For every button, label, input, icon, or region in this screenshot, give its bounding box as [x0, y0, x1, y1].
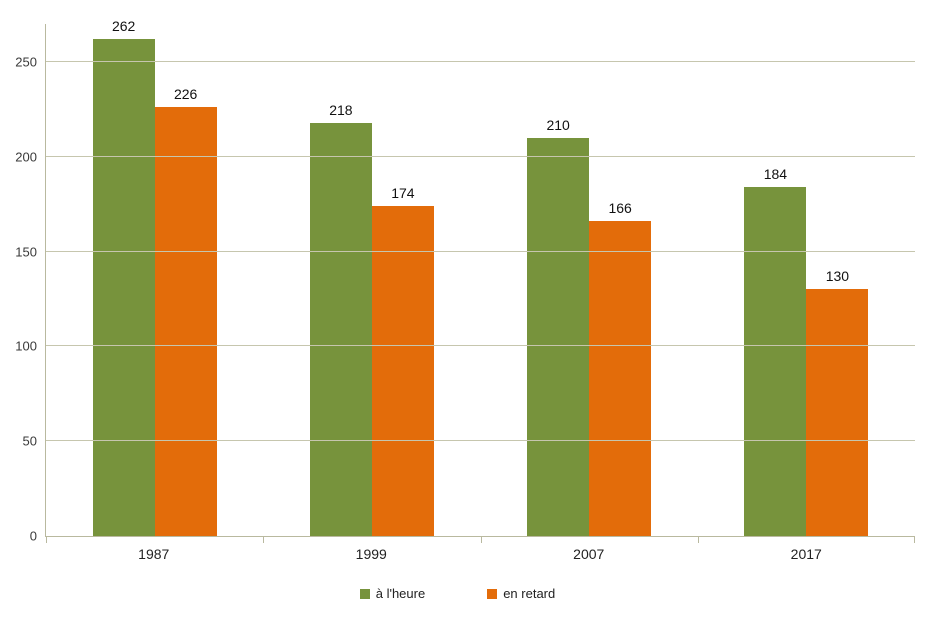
legend-label: à l'heure	[375, 586, 426, 601]
bar-value-label: 226	[173, 86, 198, 103]
legend-label: en retard	[503, 586, 556, 601]
x-axis-tick	[480, 536, 482, 543]
bar-en-retard: 166	[589, 200, 652, 536]
bar-value-label: 262	[111, 18, 136, 35]
bar-en-retard: 226	[154, 86, 217, 536]
bar-value-label: 166	[608, 200, 632, 217]
legend-item: en retard	[487, 586, 555, 601]
legend-swatch	[487, 588, 498, 599]
y-axis: 0 50 100 150 200 250	[0, 24, 45, 542]
bar-à-l'heure: 210	[527, 117, 590, 536]
bar-group: 262 226	[46, 18, 263, 536]
legend: à l'heure en retard	[0, 586, 915, 601]
bar-value-label: 174	[391, 185, 415, 202]
legend-item: à l'heure	[359, 586, 426, 601]
bar-en-retard: 174	[371, 185, 434, 536]
bar-group: 218 174	[263, 24, 480, 536]
x-category-label: 1987	[138, 546, 170, 562]
x-category-label: 2007	[573, 546, 605, 562]
x-axis-tick	[914, 536, 915, 543]
gridline	[46, 60, 915, 62]
bar-value-label: 210	[546, 116, 570, 133]
bar-group: 184 130	[698, 24, 915, 536]
x-axis-labels: 1987 1999 2007 2017	[45, 537, 915, 562]
bar-à-l'heure: 184	[744, 166, 807, 536]
gridline	[46, 345, 915, 347]
gridline	[46, 155, 915, 157]
y-tick-label: 100	[15, 338, 37, 354]
bar-value-label: 130	[825, 268, 850, 285]
bar-à-l'heure: 262	[92, 18, 155, 536]
legend-swatch	[359, 588, 370, 599]
bar-group: 210 166	[481, 24, 698, 536]
bar-groups: 262 226 218 174 210 166 184 130	[46, 18, 915, 536]
bar-value-label: 218	[329, 101, 353, 118]
x-category-label: 1999	[355, 546, 387, 562]
plot-row: 0 50 100 150 200 250 262 226 218 174 210 166 184 130	[0, 18, 936, 543]
bar-chart: 0 50 100 150 200 250 262 226 218 174 210 166 184 130…	[0, 18, 936, 601]
y-tick-label: 200	[15, 149, 37, 165]
x-axis-tick	[46, 536, 47, 543]
y-tick-label: 150	[15, 244, 37, 260]
y-tick-label: 250	[15, 54, 37, 70]
plot-area: 262 226 218 174 210 166 184 130	[45, 18, 915, 543]
x-category-label: 2017	[790, 546, 822, 562]
bar-en-retard: 130	[806, 268, 869, 536]
y-tick-label: 0	[29, 528, 37, 544]
bar-value-label: 184	[763, 166, 788, 183]
bar-à-l'heure: 218	[309, 102, 372, 536]
x-axis-tick	[697, 536, 699, 543]
gridline	[46, 440, 915, 442]
y-tick-label: 50	[22, 433, 37, 449]
x-axis-tick	[263, 536, 265, 543]
gridline	[46, 250, 915, 252]
